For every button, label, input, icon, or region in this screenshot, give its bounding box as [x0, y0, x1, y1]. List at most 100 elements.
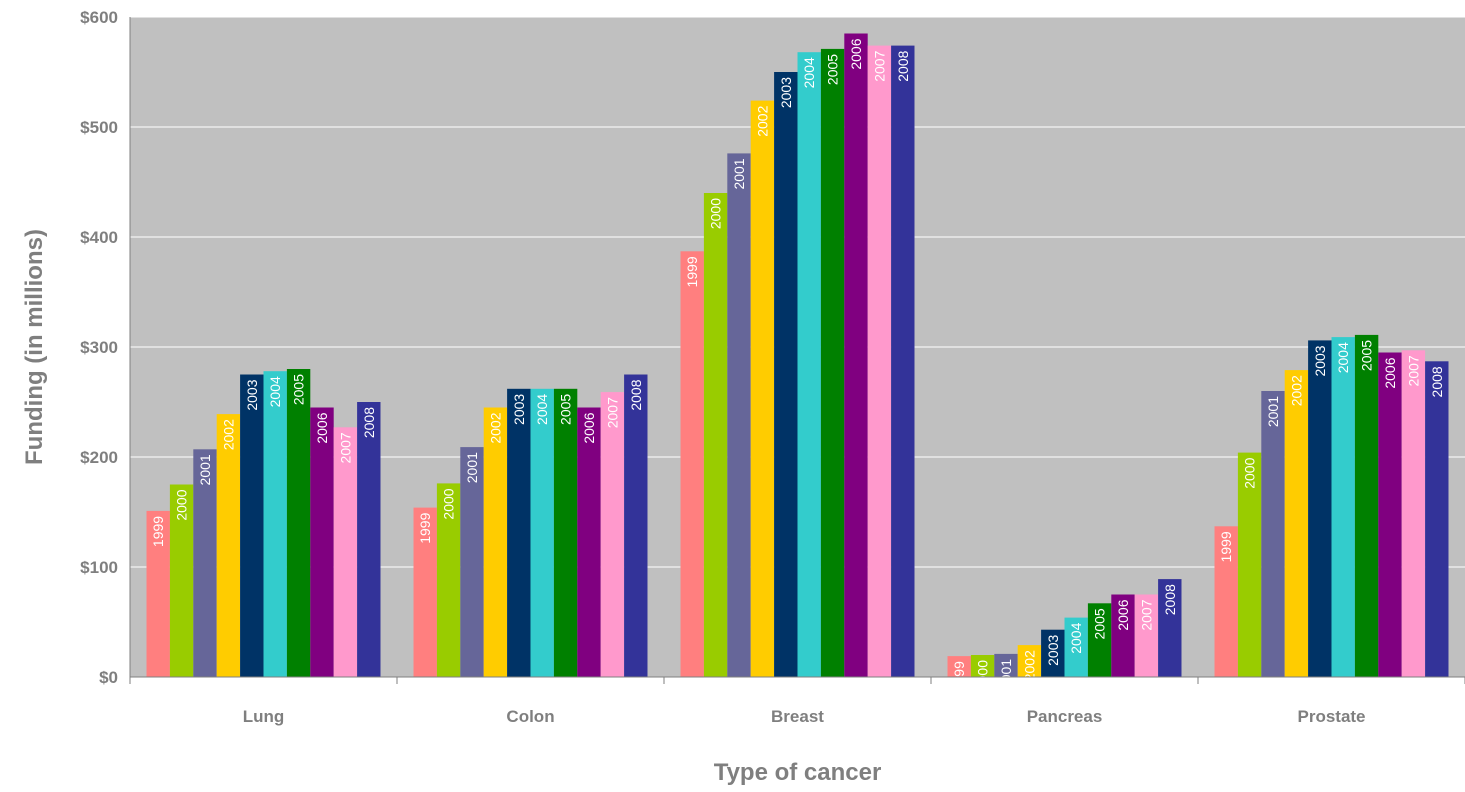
bar: [624, 374, 648, 677]
bar: [797, 52, 821, 677]
bar: [240, 374, 264, 677]
data-label: 2004: [801, 57, 817, 88]
data-label: 2007: [871, 50, 887, 81]
data-label: 2003: [244, 379, 260, 410]
y-tick-label: $0: [99, 668, 118, 687]
data-label: 2006: [848, 38, 864, 69]
x-tick-label: Colon: [506, 707, 554, 726]
bar: [1041, 629, 1065, 677]
bar: [577, 407, 601, 677]
data-label: 2004: [267, 376, 283, 407]
bar: [436, 483, 461, 677]
bar: [169, 484, 194, 677]
data-label: 2001: [464, 452, 480, 483]
data-label: 2001: [731, 158, 747, 189]
data-label: 2002: [1021, 650, 1037, 681]
data-label: 2002: [487, 412, 503, 443]
data-label: 2007: [337, 432, 353, 463]
bar: [1158, 579, 1182, 677]
bar: [867, 45, 892, 678]
bar: [1111, 594, 1135, 677]
data-label: 1999: [1218, 531, 1234, 562]
data-label: 2006: [581, 412, 597, 443]
bar: [357, 402, 381, 677]
bar: [680, 251, 704, 678]
y-tick-label: $200: [80, 448, 118, 467]
data-label: 2002: [754, 105, 770, 136]
bar: [844, 33, 868, 677]
bar: [1378, 352, 1402, 677]
bar: [1331, 337, 1355, 677]
data-label: 2007: [604, 397, 620, 428]
bar: [413, 507, 437, 677]
data-label: 2000: [975, 660, 991, 691]
data-label: 1999: [417, 512, 433, 543]
data-label: 2000: [174, 489, 190, 520]
data-label: 2008: [1162, 584, 1178, 615]
y-tick-label: $600: [80, 8, 118, 27]
data-label: 2007: [1405, 355, 1421, 386]
bar: [1087, 603, 1112, 677]
bar: [553, 388, 578, 677]
bar: [891, 45, 915, 678]
data-label: 2002: [1288, 375, 1304, 406]
bar: [970, 655, 995, 677]
bar: [994, 653, 1018, 677]
data-label: 1999: [684, 256, 700, 287]
bars: 1999 2000 2001 2002 2003 2004 2005 2006 2007 2008…: [146, 33, 1449, 692]
bar: [146, 510, 170, 677]
bar: [193, 449, 217, 677]
x-tick-label: Prostate: [1297, 707, 1365, 726]
bar: [483, 407, 508, 677]
data-label: 2003: [1045, 634, 1061, 665]
x-tick-label: Pancreas: [1027, 707, 1103, 726]
data-label: 1999: [150, 516, 166, 547]
x-tick-label: Breast: [771, 707, 824, 726]
data-label: 2005: [1092, 608, 1108, 639]
data-label: 2000: [1242, 457, 1258, 488]
data-label: 2006: [1115, 599, 1131, 630]
bar: [1017, 645, 1042, 677]
bar: [1354, 334, 1379, 677]
y-tick-label: $300: [80, 338, 118, 357]
axes: $0 $100 $200 $300 $400 $500 $600 Lung Colon Breas…: [80, 8, 1465, 726]
data-label: 2008: [895, 50, 911, 81]
data-label: 2003: [778, 77, 794, 108]
bar: [774, 72, 798, 677]
data-label: 2005: [291, 374, 307, 405]
bar: [1401, 350, 1426, 677]
bar: [1308, 340, 1332, 677]
bar: [1134, 594, 1159, 677]
data-label: 2008: [1429, 366, 1445, 397]
x-tick-label: Lung: [243, 707, 285, 726]
bar: [310, 407, 334, 677]
bar: [1237, 452, 1262, 677]
bar: [216, 414, 241, 677]
data-label: 2006: [314, 412, 330, 443]
bar: [263, 371, 287, 677]
data-label: 2008: [361, 407, 377, 438]
bar: [1425, 361, 1449, 677]
bar: [727, 153, 751, 677]
bar: [750, 100, 775, 678]
data-label: 2004: [1335, 342, 1351, 373]
data-label: 2005: [825, 54, 841, 85]
data-label: 2008: [628, 379, 644, 410]
bar: [947, 656, 971, 677]
data-label: 2003: [511, 394, 527, 425]
bar: [703, 193, 728, 677]
bar: [333, 427, 358, 677]
data-label: 2005: [558, 394, 574, 425]
bar: [530, 388, 554, 677]
bar: [286, 369, 311, 677]
x-axis-title: Type of cancer: [714, 759, 882, 786]
data-label: 2000: [441, 488, 457, 519]
data-label: 2006: [1382, 357, 1398, 388]
data-label: 2004: [534, 394, 550, 425]
bar: [1214, 526, 1238, 677]
bar: [600, 392, 625, 677]
data-label: 2007: [1138, 599, 1154, 630]
data-label: 2001: [1265, 396, 1281, 427]
